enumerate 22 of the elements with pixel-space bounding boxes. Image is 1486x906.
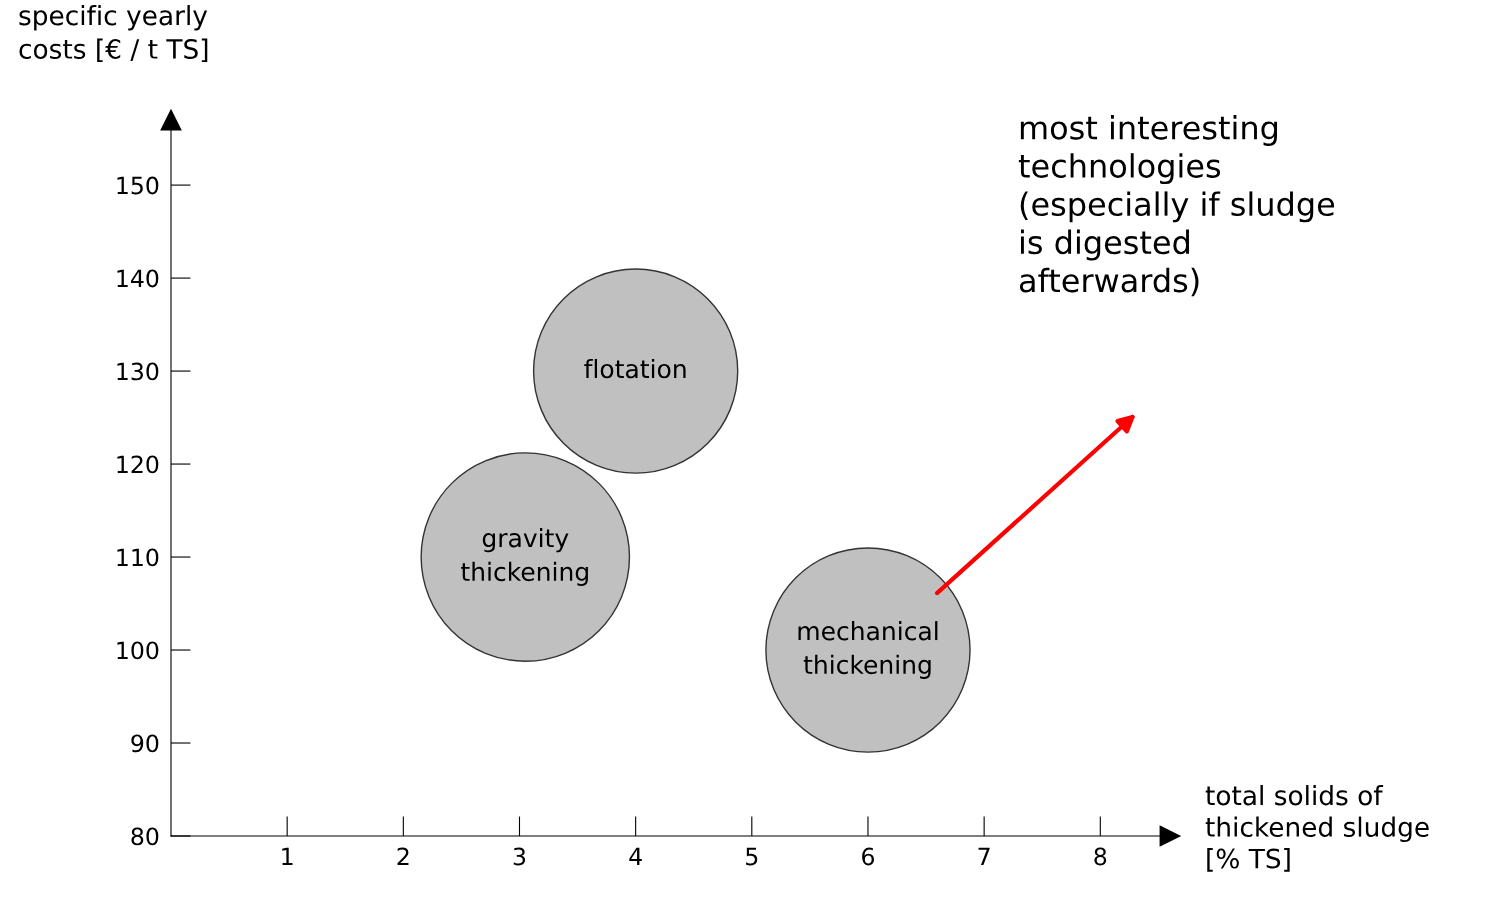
series-label: flotation xyxy=(584,358,686,379)
y-tick-label: 120 xyxy=(117,455,159,474)
series-label: mechanical thickening xyxy=(798,621,938,679)
y-axis-title: specific yearly costs [€ / t TS] xyxy=(19,5,208,63)
x-tick-label: 4 xyxy=(629,847,642,866)
x-tick-label: 3 xyxy=(513,847,526,866)
annotation: most interesting technologies (especially if sludge is digested afterwards) xyxy=(1018,115,1335,297)
x-tick-label: 5 xyxy=(746,847,758,866)
x-tick-label: 6 xyxy=(862,847,874,866)
series-label: gravity thickening xyxy=(461,528,588,586)
x-tick-label: 7 xyxy=(978,847,990,866)
x-tick-label: 1 xyxy=(282,847,293,866)
y-tick-label: 130 xyxy=(117,362,159,381)
x-tick-label: 8 xyxy=(1094,847,1107,866)
y-tick-label: 100 xyxy=(117,641,159,660)
x-tick-label: 2 xyxy=(397,847,409,866)
y-tick-label: 110 xyxy=(117,548,159,567)
y-tick-label: 140 xyxy=(117,269,159,288)
y-tick-label: 150 xyxy=(117,176,159,195)
x-axis-title: total solids of thickened sludge [% TS] xyxy=(1205,785,1429,872)
y-tick-label: 80 xyxy=(131,827,159,846)
y-tick-label: 90 xyxy=(131,734,159,753)
